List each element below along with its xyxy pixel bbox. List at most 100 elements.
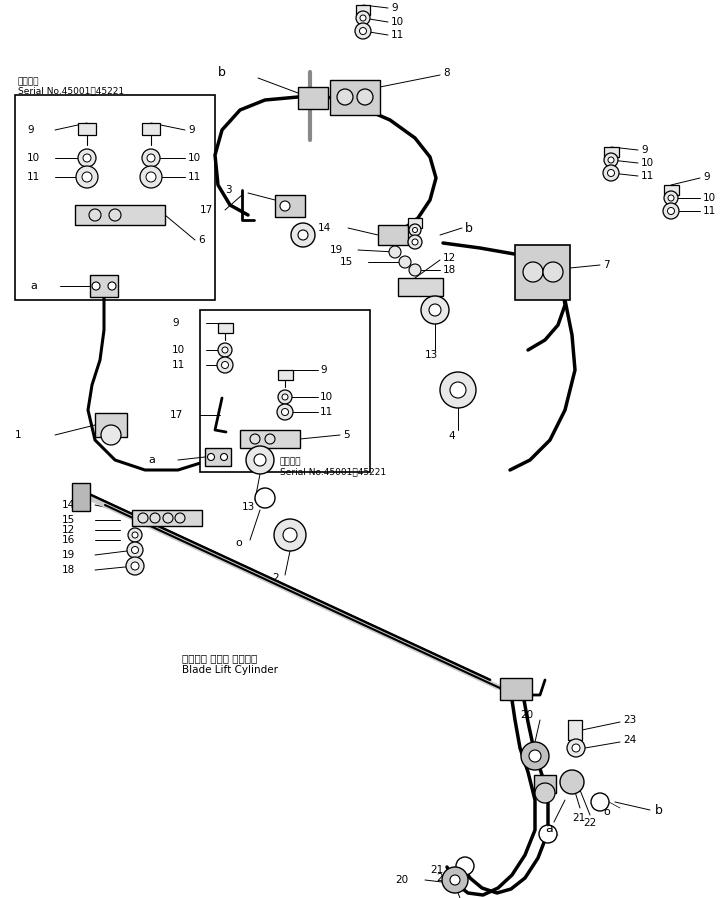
Text: 12: 12: [443, 253, 457, 263]
Circle shape: [146, 172, 156, 182]
Text: 15: 15: [62, 515, 76, 525]
Text: 2: 2: [272, 573, 278, 583]
Text: 18: 18: [443, 265, 457, 275]
Circle shape: [440, 372, 476, 408]
Text: 21: 21: [430, 865, 443, 875]
Circle shape: [128, 528, 142, 542]
Text: 17: 17: [200, 205, 213, 215]
Text: 11: 11: [27, 172, 40, 182]
Circle shape: [529, 750, 541, 762]
Circle shape: [281, 409, 289, 416]
Bar: [90, 275, 118, 297]
Text: 適用号機: 適用号機: [18, 77, 39, 86]
Text: 12: 12: [62, 525, 76, 535]
Circle shape: [450, 382, 466, 398]
Bar: [515, 245, 570, 300]
Text: 16: 16: [62, 535, 76, 545]
Bar: [398, 278, 443, 296]
Text: 10: 10: [172, 345, 185, 355]
Circle shape: [280, 201, 290, 211]
Circle shape: [298, 230, 308, 240]
Text: 10: 10: [27, 153, 40, 163]
Text: 適用号機: 適用号機: [280, 457, 302, 466]
Text: o: o: [235, 538, 242, 548]
Circle shape: [667, 207, 675, 215]
Text: Serial No.45001～45221: Serial No.45001～45221: [280, 468, 386, 477]
Circle shape: [76, 166, 98, 188]
Circle shape: [83, 154, 91, 162]
Text: 19: 19: [62, 550, 76, 560]
Circle shape: [138, 513, 148, 523]
Text: 24: 24: [623, 735, 636, 745]
Text: 11: 11: [391, 30, 404, 40]
Bar: [568, 720, 582, 740]
Bar: [298, 87, 328, 109]
Bar: [240, 430, 300, 448]
Circle shape: [140, 166, 162, 188]
Circle shape: [150, 513, 160, 523]
Circle shape: [664, 191, 678, 205]
Bar: [205, 448, 231, 466]
Bar: [72, 483, 90, 511]
Text: 20: 20: [395, 875, 408, 885]
Text: 9: 9: [641, 145, 648, 155]
Text: 9: 9: [391, 3, 398, 13]
Circle shape: [429, 304, 441, 316]
Circle shape: [163, 513, 173, 523]
Circle shape: [442, 867, 468, 893]
Text: 13: 13: [425, 350, 438, 360]
Text: 10: 10: [703, 193, 716, 203]
Bar: [75, 205, 165, 225]
Circle shape: [357, 89, 373, 105]
Bar: [500, 678, 532, 700]
Circle shape: [523, 262, 543, 282]
Text: 15: 15: [340, 257, 353, 267]
Text: 11: 11: [320, 407, 333, 417]
Text: ブレード リフト シリンダ: ブレード リフト シリンダ: [182, 653, 257, 663]
Circle shape: [142, 149, 160, 167]
Circle shape: [543, 262, 563, 282]
Text: 21: 21: [572, 813, 585, 823]
Bar: [15, 95, 215, 300]
Circle shape: [412, 227, 417, 233]
Circle shape: [399, 256, 411, 268]
Circle shape: [92, 282, 100, 290]
Text: a: a: [545, 822, 553, 834]
Circle shape: [220, 453, 228, 461]
Text: 9: 9: [188, 125, 195, 135]
Bar: [378, 225, 408, 245]
Text: 22: 22: [583, 818, 596, 828]
Text: 10: 10: [320, 392, 333, 402]
Text: 18: 18: [62, 565, 76, 575]
Text: 3: 3: [225, 185, 232, 195]
Bar: [604, 147, 619, 157]
Circle shape: [409, 264, 421, 276]
Text: a: a: [30, 281, 37, 291]
Text: 1: 1: [15, 430, 22, 440]
Circle shape: [560, 770, 584, 794]
Text: 20: 20: [520, 710, 533, 720]
Circle shape: [668, 195, 674, 201]
Circle shape: [355, 23, 371, 39]
Circle shape: [254, 454, 266, 466]
Text: 11: 11: [188, 172, 201, 182]
Circle shape: [389, 246, 401, 258]
Circle shape: [408, 235, 422, 249]
Circle shape: [207, 453, 214, 461]
Bar: [278, 370, 293, 380]
Circle shape: [126, 557, 144, 575]
Text: a: a: [148, 455, 155, 465]
Circle shape: [127, 542, 143, 558]
Text: Blade Lift Cylinder: Blade Lift Cylinder: [182, 665, 278, 675]
Text: 9: 9: [703, 172, 710, 182]
Circle shape: [132, 547, 139, 553]
Bar: [95, 413, 127, 437]
Circle shape: [356, 11, 370, 25]
Circle shape: [246, 446, 274, 474]
Circle shape: [572, 744, 580, 752]
Circle shape: [591, 793, 609, 811]
Circle shape: [359, 28, 366, 34]
Circle shape: [147, 154, 155, 162]
Circle shape: [608, 157, 614, 163]
Text: 10: 10: [188, 153, 201, 163]
